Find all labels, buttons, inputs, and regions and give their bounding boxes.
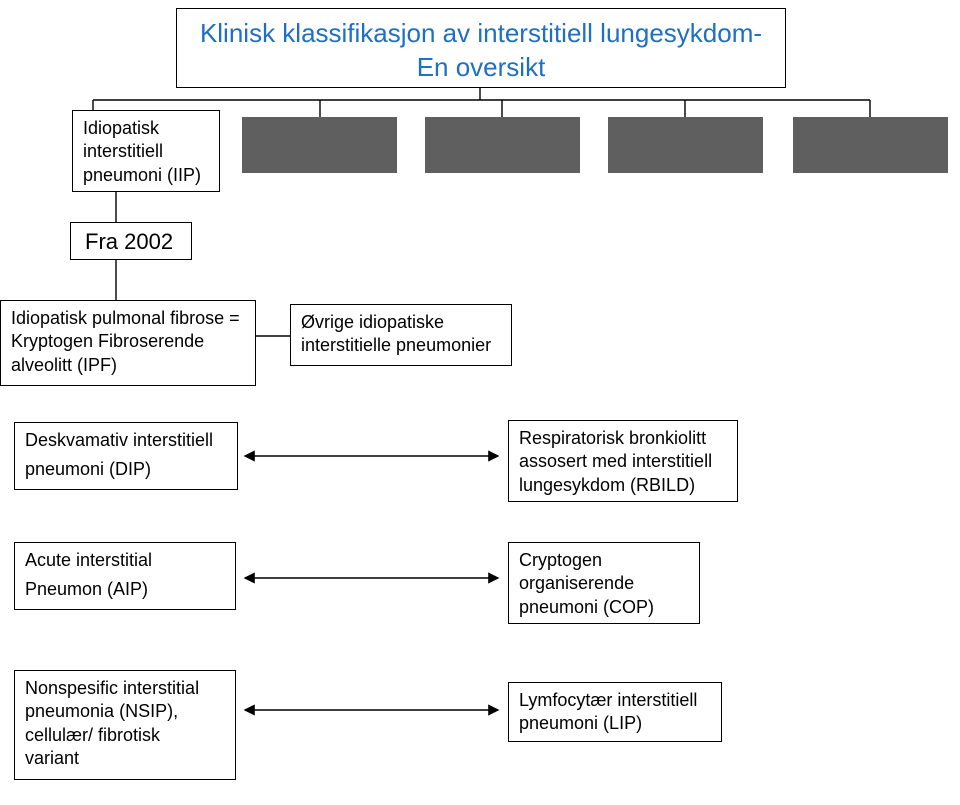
category-dark-box (608, 117, 763, 173)
cop-box: Cryptogen organiserende pneumoni (COP) (508, 542, 700, 624)
aip-line2: Pneumon (AIP) (25, 578, 225, 601)
year-box: Fra 2002 (70, 222, 192, 260)
iip-line2: interstitiell (83, 140, 209, 163)
lip-line2: pneumoni (LIP) (519, 712, 711, 735)
ovrige-line2: interstitielle pneumonier (301, 334, 501, 357)
aip-box: Acute interstitial Pneumon (AIP) (14, 542, 236, 610)
nsip-line4: variant (25, 747, 225, 770)
ipf-line2: Kryptogen Fibroserende (11, 330, 245, 353)
lip-box: Lymfocytær interstitiell pneumoni (LIP) (508, 682, 722, 742)
ipf-box: Idiopatisk pulmonal fibrose = Kryptogen … (0, 300, 256, 386)
nsip-box: Nonspesific interstitial pneumonia (NSIP… (14, 670, 236, 780)
rbild-line2: assosert med interstitiell (519, 450, 727, 473)
iip-line3: pneumoni (IIP) (83, 164, 209, 187)
iip-line1: Idiopatisk (83, 117, 209, 140)
dip-line1: Deskvamativ interstitiell (25, 429, 227, 452)
aip-line1: Acute interstitial (25, 549, 225, 572)
category-dark-box (425, 117, 580, 173)
dip-box: Deskvamativ interstitiell pneumoni (DIP) (14, 422, 238, 490)
rbild-line1: Respiratorisk bronkiolitt (519, 427, 727, 450)
ipf-line3: alveolitt (IPF) (11, 354, 245, 377)
title-line1: Klinisk klassifikasjon av interstitiell … (197, 17, 765, 51)
title-line2: En oversikt (197, 51, 765, 85)
title-box: Klinisk klassifikasjon av interstitiell … (176, 8, 786, 88)
ipf-line1: Idiopatisk pulmonal fibrose = (11, 307, 245, 330)
nsip-line3: cellulær/ fibrotisk (25, 724, 225, 747)
nsip-line2: pneumonia (NSIP), (25, 700, 225, 723)
cop-line2: organiserende (519, 572, 689, 595)
rbild-box: Respiratorisk bronkiolitt assosert med i… (508, 420, 738, 502)
rbild-line3: lungesykdom (RBILD) (519, 474, 727, 497)
iip-box: Idiopatisk interstitiell pneumoni (IIP) (72, 110, 220, 192)
dip-line2: pneumoni (DIP) (25, 458, 227, 481)
cop-line3: pneumoni (COP) (519, 596, 689, 619)
category-dark-box (793, 117, 948, 173)
lip-line1: Lymfocytær interstitiell (519, 689, 711, 712)
cop-line1: Cryptogen (519, 549, 689, 572)
year-text: Fra 2002 (85, 229, 173, 254)
ovrige-box: Øvrige idiopatiske interstitielle pneumo… (290, 304, 512, 366)
ovrige-line1: Øvrige idiopatiske (301, 311, 501, 334)
nsip-line1: Nonspesific interstitial (25, 677, 225, 700)
category-dark-box (242, 117, 397, 173)
